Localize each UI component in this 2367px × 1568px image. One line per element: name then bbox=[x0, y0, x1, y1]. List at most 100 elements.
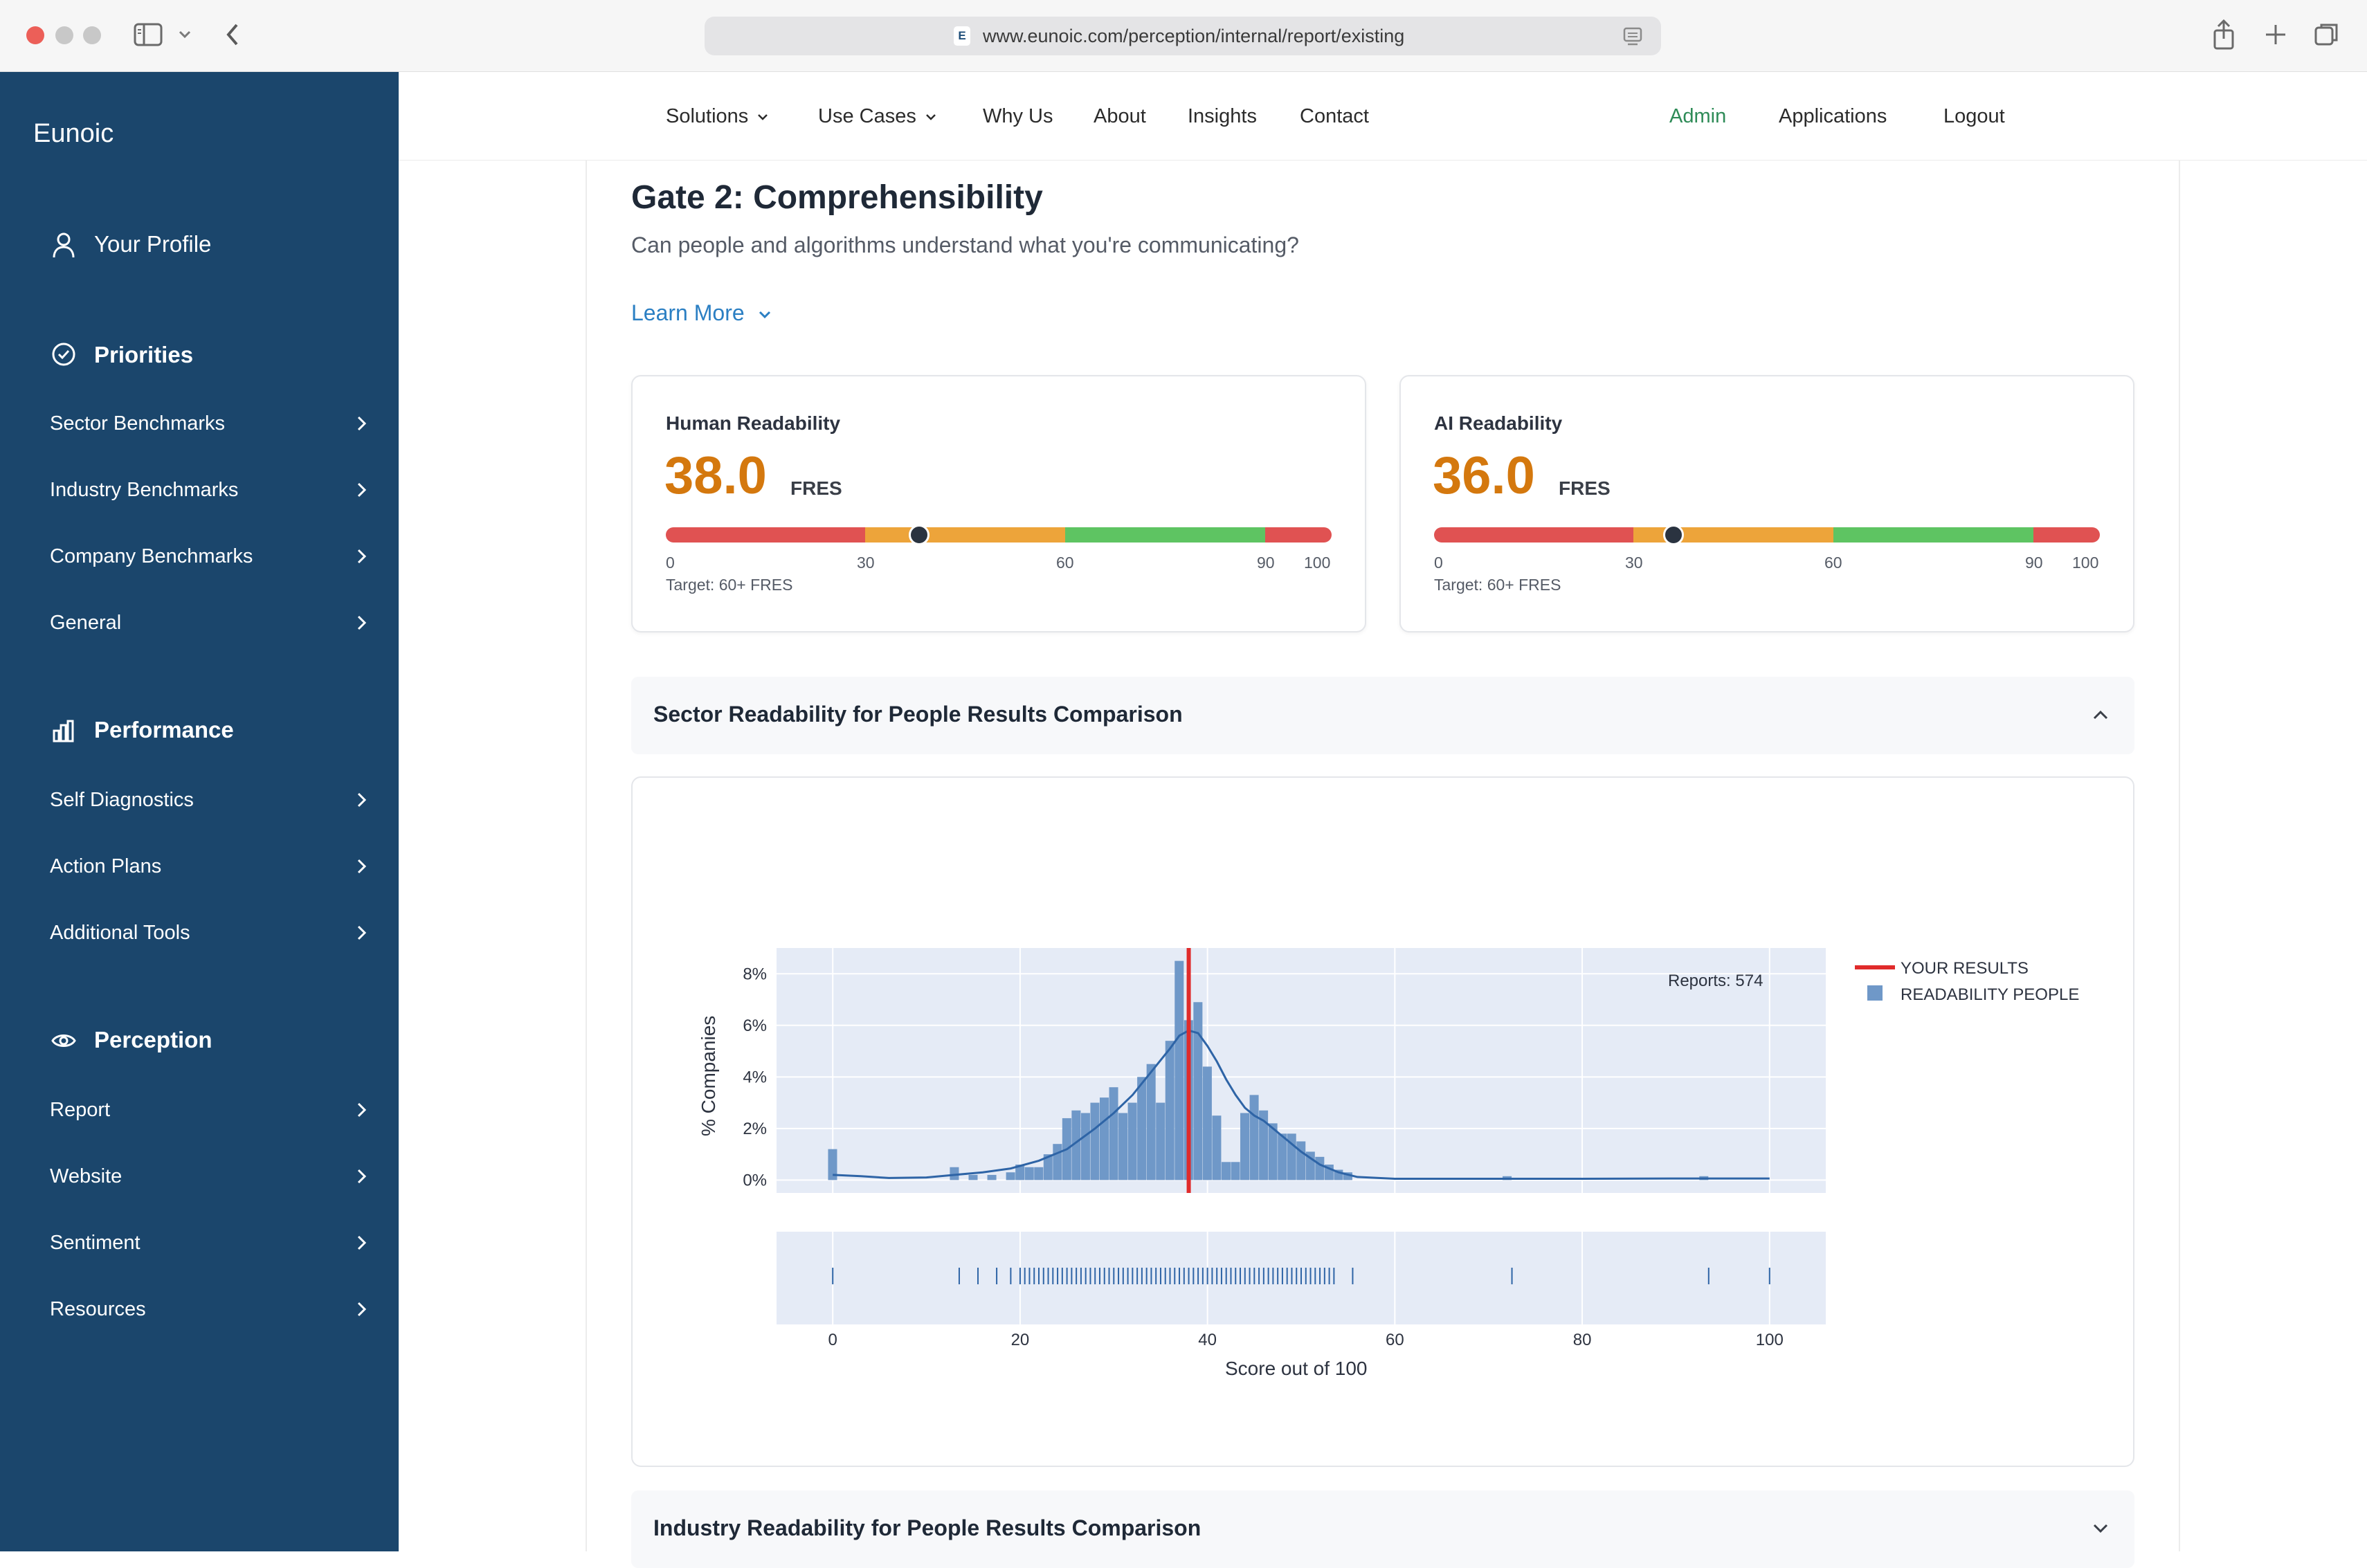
chevron-down-icon[interactable] bbox=[177, 29, 192, 40]
x-tick-label: 40 bbox=[1198, 1331, 1217, 1349]
histogram-bar bbox=[1080, 1113, 1090, 1180]
ai-readability-card: AI Readability 36.0 FRES 0 30 60 90 100 … bbox=[1399, 375, 2134, 632]
sidebar-item-label: Sector Benchmarks bbox=[50, 412, 226, 435]
histogram-bar bbox=[950, 1167, 959, 1180]
nav-contact[interactable]: Contact bbox=[1300, 105, 1369, 127]
nav-solutions-label: Solutions bbox=[666, 105, 749, 127]
legend-readability-people[interactable]: READABILITY PEOPLE bbox=[1901, 985, 2080, 1004]
histogram-bar bbox=[1024, 1167, 1034, 1180]
learn-more-button[interactable]: Learn More bbox=[631, 300, 774, 326]
sidebar-item-industry-benchmarks[interactable]: Industry Benchmarks bbox=[50, 471, 382, 509]
chevron-right-icon bbox=[357, 792, 367, 808]
minimize-window-button[interactable] bbox=[55, 26, 73, 44]
legend-your-results[interactable]: YOUR RESULTS bbox=[1901, 959, 2029, 978]
sidebar-item-additional-tools[interactable]: Additional Tools bbox=[50, 913, 382, 952]
gauge-tick: 90 bbox=[1257, 554, 1275, 572]
gauge-tick: 60 bbox=[1824, 554, 1842, 572]
nav-admin[interactable]: Admin bbox=[1669, 105, 1727, 127]
gauge-tick: 30 bbox=[1625, 554, 1643, 572]
card-target: Target: 60+ FRES bbox=[1434, 576, 1561, 594]
histogram-bar bbox=[1090, 1102, 1100, 1180]
histogram-bar bbox=[1343, 1172, 1352, 1180]
sidebar bbox=[0, 72, 399, 1551]
nav-use-cases[interactable]: Use Cases bbox=[818, 104, 938, 129]
histogram-bar bbox=[1137, 1077, 1147, 1180]
histogram-bar bbox=[1006, 1172, 1015, 1180]
sidebar-toggle-icon[interactable] bbox=[133, 22, 163, 47]
sidebar-item-general[interactable]: General bbox=[50, 603, 382, 642]
maximize-window-button[interactable] bbox=[83, 26, 101, 44]
histogram-bar bbox=[1015, 1165, 1025, 1180]
histogram-bar bbox=[1071, 1110, 1081, 1180]
new-tab-icon[interactable] bbox=[2263, 22, 2288, 47]
histogram-bar bbox=[1034, 1167, 1044, 1180]
card-score: 38.0 bbox=[664, 446, 767, 505]
nav-why-us[interactable]: Why Us bbox=[983, 105, 1053, 127]
sidebar-item-sector-benchmarks[interactable]: Sector Benchmarks bbox=[50, 404, 382, 443]
readability-gauge bbox=[666, 527, 1332, 543]
sidebar-item-website[interactable]: Website bbox=[50, 1157, 382, 1196]
chevron-right-icon bbox=[357, 925, 367, 940]
browser-toolbar: E www.eunoic.com/perception/internal/rep… bbox=[0, 0, 2367, 72]
sidebar-item-your-profile[interactable]: Your Profile bbox=[94, 231, 212, 257]
gauge-tick: 0 bbox=[1434, 554, 1443, 572]
chevron-down-icon[interactable] bbox=[2089, 1517, 2112, 1540]
histogram-bar bbox=[1109, 1087, 1118, 1180]
histogram-bar bbox=[1165, 1041, 1175, 1180]
histogram-bar bbox=[1212, 1115, 1222, 1180]
chevron-right-icon bbox=[357, 482, 367, 498]
share-icon[interactable] bbox=[2212, 18, 2236, 51]
gauge-marker bbox=[908, 525, 929, 545]
nav-logout[interactable]: Logout bbox=[1943, 105, 2005, 127]
url-text[interactable]: www.eunoic.com/perception/internal/repor… bbox=[983, 26, 1405, 46]
histogram-bar bbox=[1156, 1102, 1166, 1180]
eye-icon bbox=[51, 1034, 76, 1047]
y-tick-label: 2% bbox=[743, 1120, 767, 1138]
bar-chart-icon bbox=[53, 720, 74, 742]
density-curve bbox=[833, 1029, 1770, 1180]
nav-solutions[interactable]: Solutions bbox=[666, 104, 770, 129]
histogram-bar bbox=[1193, 1002, 1203, 1180]
sidebar-item-sentiment[interactable]: Sentiment bbox=[50, 1223, 382, 1262]
histogram-bar bbox=[1146, 1064, 1156, 1180]
histogram-bar bbox=[1259, 1110, 1269, 1180]
back-icon[interactable] bbox=[223, 21, 242, 48]
sidebar-item-self-diagnostics[interactable]: Self Diagnostics bbox=[50, 781, 382, 819]
sidebar-item-label: Resources bbox=[50, 1298, 146, 1320]
distribution-chart: 0% 2% 4% 6% 8% 0 20 40 60 80 100 bbox=[743, 948, 1895, 1349]
card-score: 36.0 bbox=[1433, 446, 1535, 505]
sidebar-item-action-plans[interactable]: Action Plans bbox=[50, 847, 382, 886]
reader-icon[interactable] bbox=[1622, 26, 1643, 47]
histogram-bar bbox=[1221, 1162, 1231, 1180]
chevron-right-icon bbox=[357, 859, 367, 874]
sidebar-item-label: General bbox=[50, 612, 122, 634]
histogram-bar bbox=[1175, 960, 1184, 1180]
histogram-bar bbox=[1268, 1123, 1278, 1180]
nav-insights[interactable]: Insights bbox=[1188, 105, 1257, 127]
gauge-segment-good bbox=[1065, 527, 1265, 543]
nav-about[interactable]: About bbox=[1094, 105, 1146, 127]
sidebar-item-report[interactable]: Report bbox=[50, 1091, 382, 1129]
y-tick-label: 0% bbox=[743, 1171, 767, 1189]
nav-applications[interactable]: Applications bbox=[1779, 105, 1887, 127]
sidebar-item-label: Action Plans bbox=[50, 855, 162, 877]
y-tick-label: 6% bbox=[743, 1017, 767, 1035]
sector-comparison-accordion[interactable]: Sector Readability for People Results Co… bbox=[631, 677, 2134, 754]
chevron-up-icon[interactable] bbox=[2089, 703, 2112, 727]
sidebar-item-resources[interactable]: Resources bbox=[50, 1290, 382, 1329]
card-title: AI Readability bbox=[1434, 412, 1563, 434]
chart-container: 0% 2% 4% 6% 8% 0 20 40 60 80 100 Reports: 574 YOUR… bbox=[631, 776, 2134, 1467]
chevron-right-icon bbox=[357, 1235, 367, 1250]
tab-overview-icon[interactable] bbox=[2313, 21, 2341, 48]
reports-count-annotation: Reports: 574 bbox=[1668, 972, 1763, 990]
industry-comparison-accordion[interactable]: Industry Readability for People Results … bbox=[631, 1490, 2134, 1568]
sidebar-item-company-benchmarks[interactable]: Company Benchmarks bbox=[50, 537, 382, 576]
address-bar[interactable] bbox=[705, 17, 1661, 55]
histogram-bar bbox=[1249, 1095, 1259, 1180]
y-tick-label: 8% bbox=[743, 965, 767, 983]
gauge-segment-fair bbox=[865, 527, 1065, 543]
close-window-button[interactable] bbox=[26, 26, 44, 44]
brand-logo[interactable]: Eunoic bbox=[33, 119, 114, 148]
site-favicon-icon: E bbox=[954, 26, 970, 46]
section-title-performance: Performance bbox=[94, 717, 234, 742]
